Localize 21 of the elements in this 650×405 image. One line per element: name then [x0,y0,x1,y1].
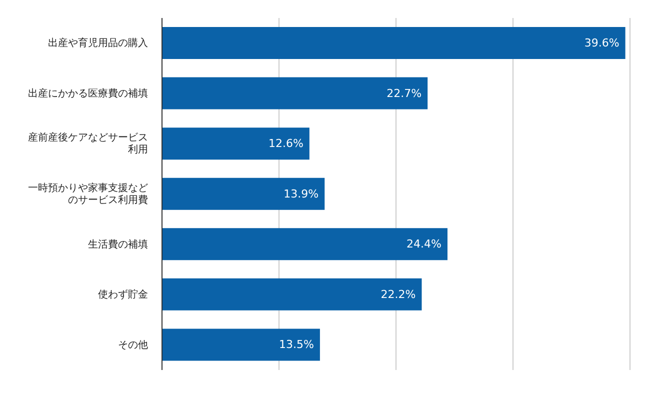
data-label: 22.2% [380,288,416,301]
data-label: 24.4% [406,238,442,251]
bar [162,328,320,361]
bar [162,228,448,260]
y-tick-label: その他 [118,338,148,350]
y-tick-label: 使わず貯金 [98,288,148,300]
data-label: 13.9% [284,187,319,200]
y-tick-label: 生活費の補填 [88,238,148,250]
bar [162,77,428,110]
y-tick-label: 出産や育児用品の購入 [48,36,148,49]
data-label: 39.6% [584,36,620,50]
bar [162,178,325,210]
bar [162,278,422,310]
bar [162,128,310,160]
data-label: 12.6% [268,137,304,150]
data-label: 22.7% [386,86,422,100]
y-tick-label: 出産にかかる医療費の補填 [28,86,148,99]
bar [162,27,626,59]
data-label: 13.5% [278,338,314,352]
y-tick-label: 産前産後ケアなどサービス利用 [28,131,148,156]
y-tick-label: 一時預かりや家事支援などのサービス利用費 [28,182,148,206]
